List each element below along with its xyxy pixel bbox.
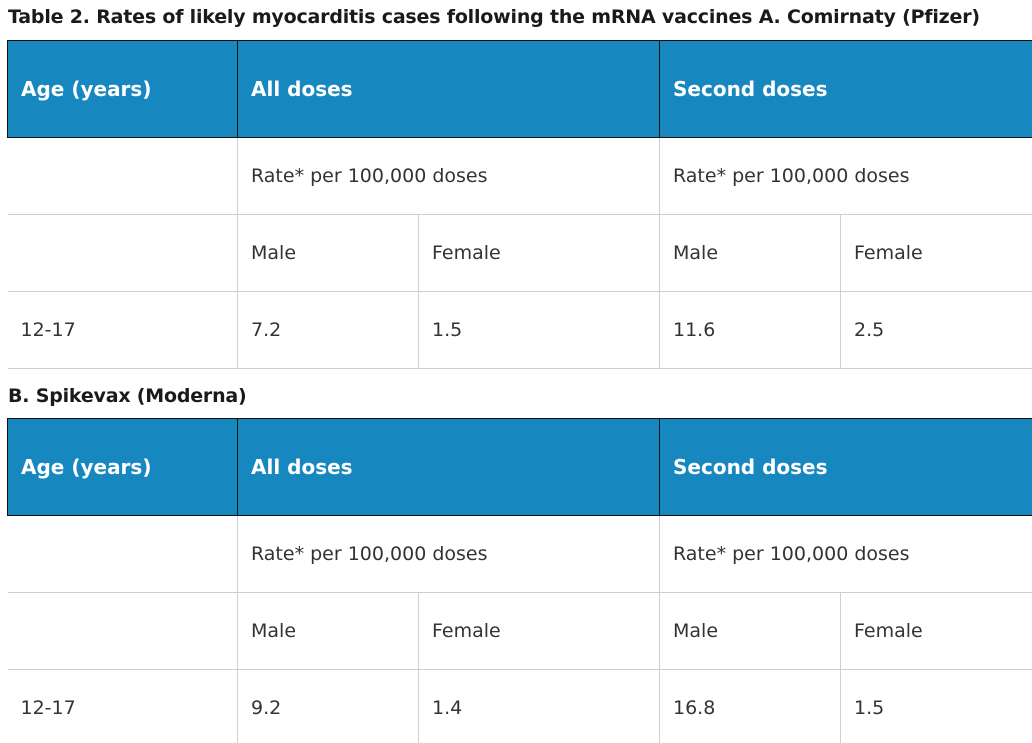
empty-cell <box>7 214 238 292</box>
rate-label-second: Rate* per 100,000 doses <box>658 137 1032 215</box>
empty-cell <box>7 137 238 215</box>
empty-cell <box>7 515 238 593</box>
table-moderna-container: Age (years) All doses Second doses Rate*… <box>0 418 1032 743</box>
value-second-male: 16.8 <box>659 669 841 743</box>
table-header-row: Age (years) All doses Second doses <box>7 40 1032 138</box>
label-female-second: Female <box>839 214 1032 292</box>
value-second-female: 1.5 <box>839 669 1032 743</box>
age-group-cell: 12-17 <box>7 291 238 369</box>
rate-label-second: Rate* per 100,000 doses <box>658 515 1032 593</box>
label-male-all: Male <box>237 592 419 670</box>
value-all-male: 7.2 <box>237 291 419 369</box>
table-row: 12-17 9.2 1.4 16.8 1.5 <box>7 669 1032 743</box>
label-female-all: Female <box>418 214 660 292</box>
sex-label-row: Male Female Male Female <box>7 592 1032 670</box>
label-female-all: Female <box>418 592 660 670</box>
value-all-female: 1.4 <box>418 669 660 743</box>
empty-cell <box>7 592 238 670</box>
header-all-doses: All doses <box>237 418 660 516</box>
table-pfizer-container: Age (years) All doses Second doses Rate*… <box>0 40 1032 378</box>
table-row: 12-17 7.2 1.5 11.6 2.5 <box>7 291 1032 369</box>
rate-label-row: Rate* per 100,000 doses Rate* per 100,00… <box>7 137 1032 215</box>
table-moderna: Age (years) All doses Second doses Rate*… <box>7 418 1032 743</box>
value-all-female: 1.5 <box>418 291 660 369</box>
header-second-doses: Second doses <box>658 418 1032 516</box>
rate-label-all: Rate* per 100,000 doses <box>237 137 660 215</box>
label-male-all: Male <box>237 214 419 292</box>
value-all-male: 9.2 <box>237 669 419 743</box>
age-group-cell: 12-17 <box>7 669 238 743</box>
header-all-doses: All doses <box>237 40 660 138</box>
label-female-second: Female <box>839 592 1032 670</box>
table-header-row: Age (years) All doses Second doses <box>7 418 1032 516</box>
table-caption-pfizer: Table 2. Rates of likely myocarditis cas… <box>8 6 980 28</box>
label-male-second: Male <box>659 214 841 292</box>
rate-label-row: Rate* per 100,000 doses Rate* per 100,00… <box>7 515 1032 593</box>
header-second-doses: Second doses <box>658 40 1032 138</box>
table-pfizer: Age (years) All doses Second doses Rate*… <box>7 40 1032 369</box>
sex-label-row: Male Female Male Female <box>7 214 1032 292</box>
value-second-male: 11.6 <box>659 291 841 369</box>
header-age: Age (years) <box>7 40 238 138</box>
label-male-second: Male <box>659 592 841 670</box>
table-caption-moderna: B. Spikevax (Moderna) <box>8 385 247 407</box>
value-second-female: 2.5 <box>839 291 1032 369</box>
header-age: Age (years) <box>7 418 238 516</box>
rate-label-all: Rate* per 100,000 doses <box>237 515 660 593</box>
